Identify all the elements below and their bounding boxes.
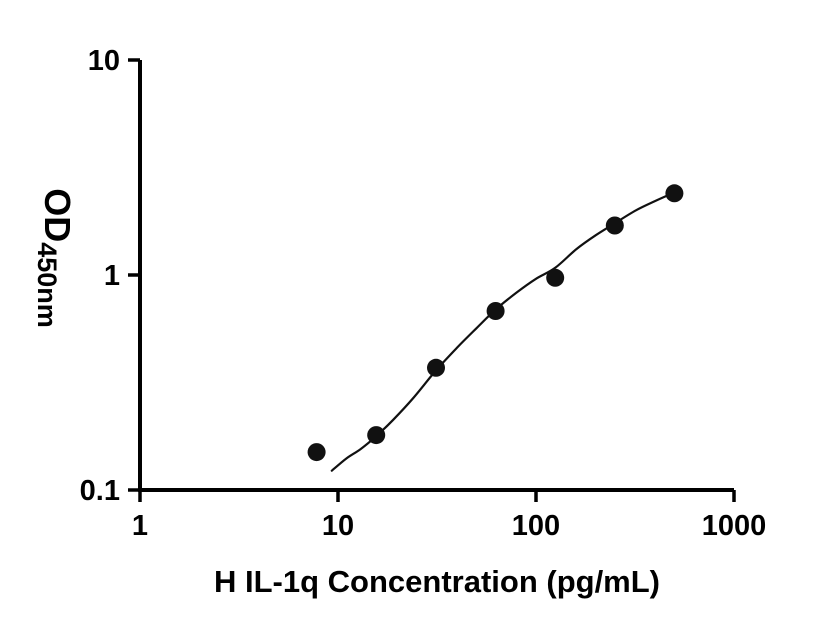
y-tick-label: 10	[88, 45, 120, 77]
x-tick-label: 1	[132, 510, 148, 542]
x-tick-label: 100	[512, 510, 560, 542]
y-tick-label: 0.1	[80, 475, 120, 507]
data-point	[546, 268, 565, 287]
data-point	[307, 443, 326, 462]
data-point	[665, 184, 684, 203]
data-point	[367, 426, 386, 445]
axes	[138, 60, 734, 492]
y-axis-label-main: OD	[37, 188, 78, 242]
tick-marks	[128, 58, 736, 502]
x-axis-label: H IL-1q Concentration (pg/mL)	[214, 564, 660, 599]
data-point	[427, 358, 445, 377]
tick-labels: 1 10 100 1000 0.1 1 10	[80, 45, 767, 542]
data-point	[486, 302, 505, 320]
x-tick-label: 10	[322, 510, 354, 542]
axis-lines	[138, 60, 734, 492]
fit-curve-line	[330, 191, 676, 472]
y-axis-label-subscript: 450nm	[32, 242, 62, 328]
y-axis-label: OD450nm	[32, 188, 78, 328]
x-tick-label: 1000	[702, 510, 767, 542]
data-points	[307, 184, 684, 462]
y-tick-label: 1	[104, 260, 120, 292]
data-point	[605, 216, 624, 235]
